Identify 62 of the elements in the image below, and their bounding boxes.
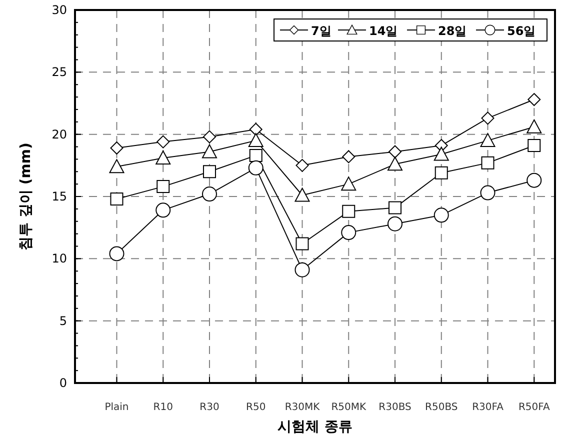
point (156, 202, 171, 218)
x-tick-label: R30FA (472, 402, 504, 413)
point (109, 159, 124, 174)
point (202, 165, 216, 178)
point (388, 201, 402, 214)
point (156, 150, 171, 164)
x-tick-label: Plain (104, 402, 129, 413)
x-tick-label: R50FA (518, 402, 550, 413)
point (296, 158, 309, 172)
point (294, 262, 310, 278)
legend-label: 7일 (311, 24, 332, 38)
point (202, 186, 217, 202)
point (480, 133, 496, 148)
point (248, 133, 264, 148)
point (528, 139, 541, 152)
point (342, 204, 356, 218)
y-tick-label: 0 (59, 376, 67, 390)
point (341, 176, 356, 191)
point (202, 144, 217, 158)
point (434, 208, 449, 223)
legend-label: 56일 (507, 24, 536, 38)
y-tick-label: 15 (52, 190, 67, 204)
y-tick-label: 10 (52, 252, 67, 266)
point (481, 112, 494, 125)
x-tick-label: R50 (246, 402, 266, 413)
x-tick-label: R50BS (425, 402, 458, 413)
point (388, 216, 402, 232)
x-tick-label: R10 (153, 402, 173, 413)
point (110, 192, 124, 206)
point (249, 122, 262, 136)
point (156, 135, 170, 148)
point (388, 145, 402, 158)
y-tick-label: 20 (52, 127, 67, 142)
x-tick-label: R30BS (378, 402, 412, 413)
point (480, 185, 496, 200)
x-axis-title: 시험체 종류 (278, 419, 352, 435)
point (526, 172, 542, 188)
point (526, 119, 542, 134)
point (248, 160, 264, 176)
x-tick-label: R30 (200, 402, 220, 413)
x-tick-label: R50MK (331, 402, 366, 413)
point (481, 156, 494, 170)
point (156, 180, 170, 194)
point (341, 225, 356, 240)
point (434, 146, 449, 161)
legend-label: 28일 (438, 24, 467, 38)
point (296, 237, 309, 250)
y-axis-title: 침투 깊이 (mm) (18, 142, 34, 250)
point (294, 188, 310, 202)
y-tick-label: 30 (52, 3, 67, 17)
y-tick-label: 5 (59, 314, 67, 328)
point (202, 130, 216, 144)
point (249, 148, 262, 162)
point (434, 166, 448, 180)
point (110, 142, 124, 155)
point (342, 150, 356, 164)
point (109, 246, 124, 262)
point (528, 93, 541, 106)
y-tick-label: 25 (52, 65, 67, 80)
point (388, 156, 402, 171)
legend-label: 14일 (369, 24, 398, 38)
x-tick-label: R30MK (284, 402, 320, 413)
